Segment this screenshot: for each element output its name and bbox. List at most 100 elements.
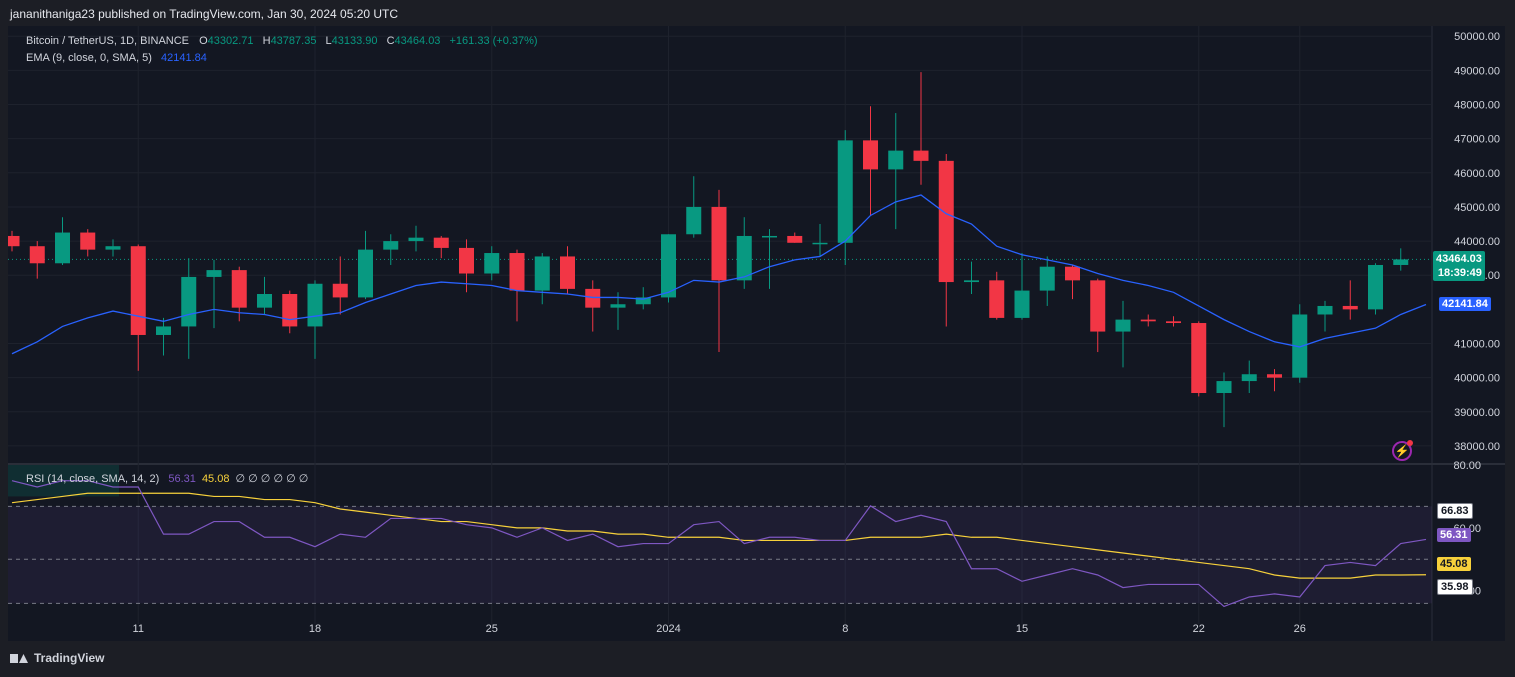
candle-body (610, 304, 626, 308)
candle-body (1393, 259, 1409, 265)
rsi-line (11, 480, 1427, 608)
price-tick-label: 39000.00 (1454, 407, 1500, 419)
candle-body (863, 140, 878, 170)
candle-body (560, 256, 575, 289)
candle-body (938, 160, 954, 283)
time-tick-label: 22 (1193, 623, 1205, 635)
time-tick-label: 15 (1016, 623, 1028, 635)
price-tick-label: 47000.00 (1454, 134, 1500, 146)
candle-body (130, 246, 146, 335)
candle-body (257, 294, 272, 308)
candle-body (383, 241, 399, 250)
candle-body (484, 253, 500, 274)
candle-body (736, 235, 752, 281)
price-tick-label: 40000.00 (1454, 373, 1500, 385)
candle-body (661, 234, 676, 298)
candle-body (156, 326, 171, 335)
candle-body (711, 206, 727, 281)
open-value: 43302.71 (207, 35, 254, 47)
price-tick-label: 46000.00 (1454, 168, 1500, 180)
candle-body (812, 242, 828, 245)
ema-badge: 42141.84 (1439, 297, 1491, 311)
candle-body (8, 235, 20, 247)
candle-body (686, 206, 702, 235)
symbol-label[interactable]: Bitcoin / TetherUS, 1D, BINANCE (26, 35, 190, 47)
price-tick-label: 49000.00 (1454, 65, 1500, 77)
notification-dot (1407, 440, 1413, 446)
time-tick-label: 2024 (656, 623, 680, 635)
candle-body (55, 232, 70, 264)
candle-body (1292, 314, 1308, 378)
candle-body (433, 237, 449, 248)
rsi-value-badge: 56.31 (1437, 528, 1471, 542)
rsi-value: 56.31 (168, 473, 196, 485)
high-value: 43787.35 (270, 35, 317, 47)
price-tick-label: 38000.00 (1454, 441, 1500, 453)
candle-body (1368, 264, 1383, 310)
price-legend: Bitcoin / TetherUS, 1D, BINANCE O43302.7… (26, 35, 541, 47)
footer-brand[interactable]: TradingView (10, 651, 104, 665)
candle-body (1166, 321, 1181, 324)
candle-body (105, 246, 121, 250)
candle-body (332, 283, 348, 298)
candle-body (1267, 374, 1282, 378)
time-tick-label: 25 (486, 623, 498, 635)
rsi-ma-badge: 45.08 (1437, 557, 1471, 571)
time-tick-label: 26 (1294, 623, 1306, 635)
last-price-badge: 43464.03 18:39:49 (1433, 251, 1485, 281)
open-label: O (199, 35, 208, 47)
countdown: 18:39:49 (1437, 267, 1482, 279)
lightning-icon[interactable]: ⚡ (1392, 440, 1413, 461)
publisher-line: jananithaniga23 published on TradingView… (10, 7, 399, 21)
close-value: 43464.03 (394, 35, 441, 47)
candle-body (231, 270, 247, 308)
low-label: L (325, 35, 332, 47)
candle-body (408, 237, 424, 242)
candle-body (1216, 381, 1232, 394)
candle-body (80, 232, 96, 250)
chart-canvas[interactable]: 50000.00 49000.00 48000.00 47000.00 46000.00… (8, 26, 1505, 641)
ema-legend: EMA (9, close, 0, SMA, 5) 42141.84 (26, 52, 210, 64)
ema-label[interactable]: EMA (9, close, 0, SMA, 5) (26, 52, 152, 64)
candle-body (787, 235, 803, 243)
rsi-lower-badge: 35.98 (1437, 579, 1473, 595)
price-tick-label: 44000.00 (1454, 236, 1500, 248)
candle-body (282, 294, 298, 327)
candle-body (181, 276, 197, 327)
candle-body (635, 297, 651, 305)
candle-body (534, 256, 550, 291)
rsi-ma-line (11, 492, 1427, 579)
candle-body (1241, 374, 1257, 382)
candle-body (509, 253, 525, 291)
candle-body (888, 150, 904, 170)
candle-body (837, 140, 853, 243)
tradingview-logo-icon (10, 652, 30, 664)
candle-body (1039, 266, 1055, 291)
price-tick-label: 50000.00 (1454, 31, 1500, 43)
candle-body (1317, 305, 1333, 315)
candle-body (762, 235, 777, 238)
candle-body (206, 270, 222, 277)
chart-frame[interactable]: 50000.00 49000.00 48000.00 47000.00 46000.00… (8, 26, 1505, 641)
candle-body (964, 280, 979, 283)
rsi-ma-value: 45.08 (201, 473, 230, 485)
time-tick-label: 18 (309, 623, 321, 635)
last-price: 43464.03 (1436, 253, 1482, 265)
candle-body (29, 246, 45, 264)
candle-body (1090, 280, 1106, 332)
change-value: +161.33 (+0.37%) (449, 35, 538, 47)
rsi-label[interactable]: RSI (14, close, SMA, 14, 2) (26, 473, 160, 485)
rsi-legend: RSI (14, close, SMA, 14, 2) 56.31 45.08 … (26, 472, 311, 485)
candle-body (585, 288, 601, 308)
candle-body (307, 283, 323, 327)
ema-line (11, 194, 1427, 355)
high-label: H (262, 35, 271, 47)
rsi-band-fill (8, 506, 1432, 604)
rsi-upper-badge: 66.83 (1437, 503, 1473, 519)
close-label: C (386, 35, 395, 47)
price-tick-label: 41000.00 (1454, 339, 1500, 351)
candle-body (1115, 319, 1131, 332)
candle-body (1191, 323, 1207, 394)
rsi-tick-label: 80.00 (1453, 460, 1481, 472)
brand-label: TradingView (34, 651, 105, 665)
